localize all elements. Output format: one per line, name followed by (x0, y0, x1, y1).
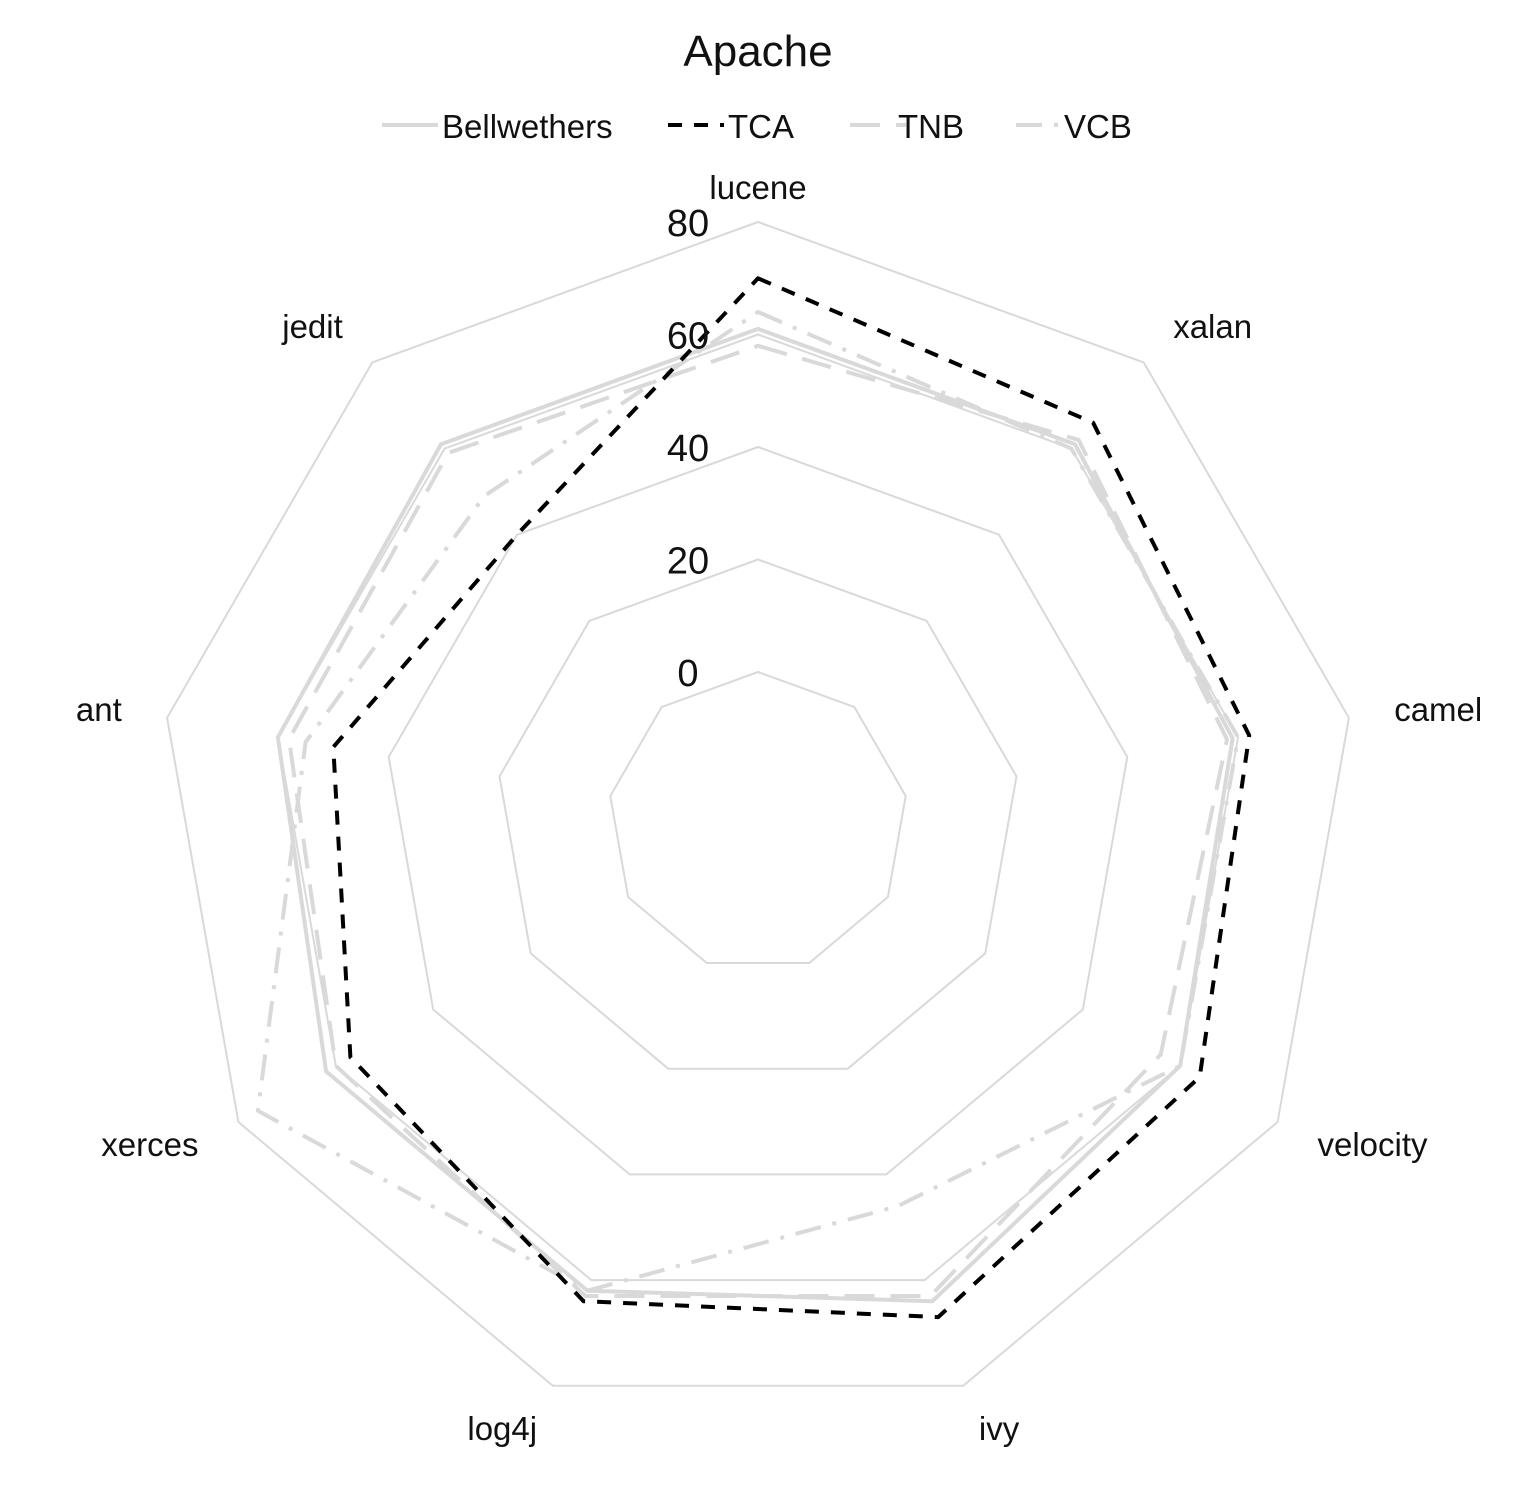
series-layer (255, 276, 1252, 1320)
legend-item-vcb: VCB (1016, 108, 1132, 145)
series-tca-line (331, 276, 1252, 1320)
radial-tick-label-1: 20 (667, 541, 709, 583)
category-label-xerces: xerces (101, 1126, 198, 1163)
category-label-jedit: jedit (281, 308, 343, 345)
series-vcb-line (255, 310, 1241, 1293)
grid-ring-0 (609, 670, 907, 964)
series-tnb-line (287, 343, 1229, 1298)
radial-tick-label-0: 0 (677, 653, 698, 695)
radial-tick-label-4: 80 (667, 203, 709, 245)
category-label-lucene: lucene (709, 169, 806, 206)
category-label-xalan: xalan (1173, 308, 1252, 345)
category-label-camel: camel (1394, 691, 1482, 728)
grid-layer (166, 220, 1350, 1387)
category-label-ant: ant (76, 691, 122, 728)
legend: Bellwethers TCA TNB VCB (382, 108, 1132, 145)
legend-label-vcb: VCB (1064, 108, 1132, 145)
category-label-log4j: log4j (467, 1410, 537, 1447)
label-layer: lucene xalan camel velocity ivy log4j xerces an… (76, 169, 1482, 1447)
legend-label-tnb: TNB (898, 108, 964, 145)
legend-item-tnb: TNB (850, 108, 964, 145)
radial-tick-label-2: 40 (667, 428, 709, 470)
legend-item-bellwethers: Bellwethers (382, 108, 613, 145)
category-label-ivy: ivy (979, 1410, 1020, 1447)
category-label-velocity: velocity (1318, 1126, 1429, 1163)
legend-label-tca: TCA (728, 108, 794, 145)
series-bellwethers-line (275, 326, 1235, 1304)
legend-label-bellwethers: Bellwethers (442, 108, 613, 145)
legend-item-tca: TCA (668, 108, 794, 145)
grid-ring-2 (387, 445, 1129, 1176)
grid-ring-4 (166, 220, 1350, 1387)
chart-title: Apache (683, 27, 832, 76)
radial-tick-label-3: 60 (667, 316, 709, 358)
grid-ring-1 (498, 558, 1018, 1070)
